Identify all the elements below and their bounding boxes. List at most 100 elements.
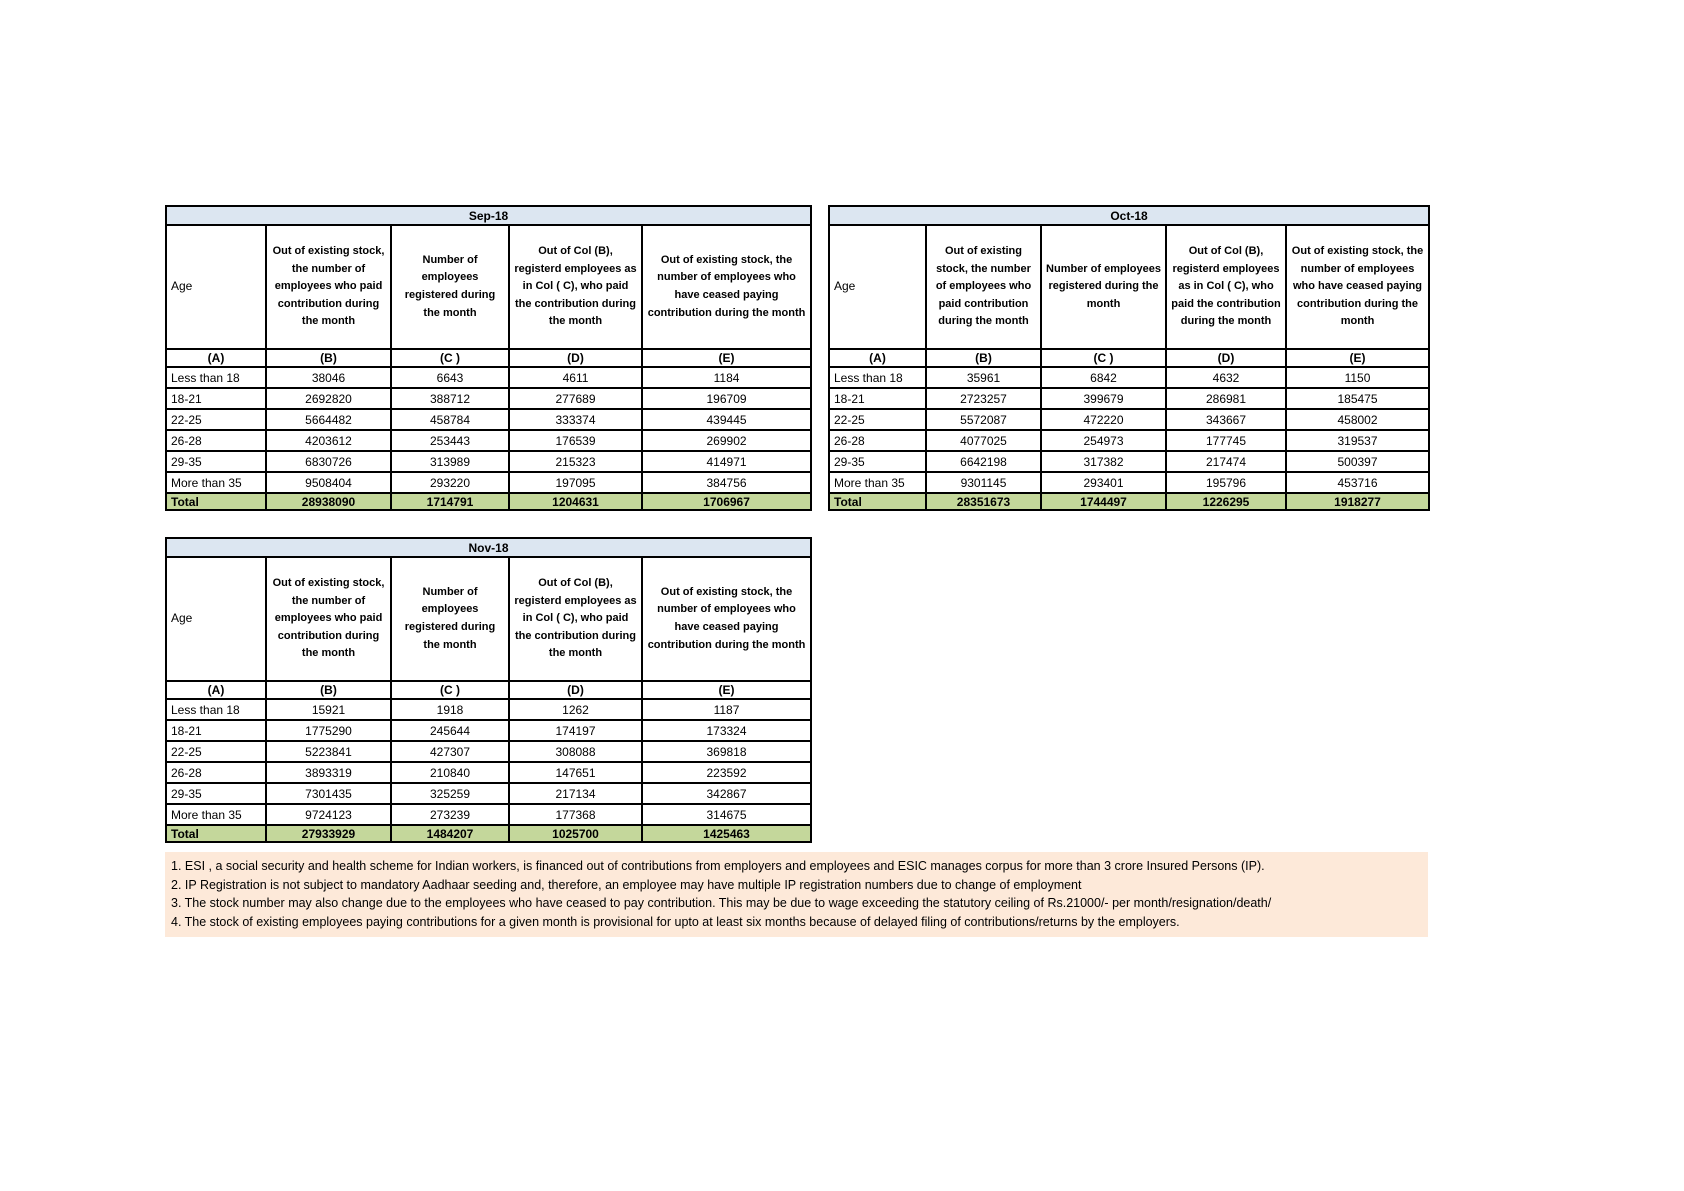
data-cell: 269902 xyxy=(640,429,813,452)
table-title: Oct-18 xyxy=(827,205,1431,226)
data-cell: 38046 xyxy=(265,366,392,389)
col-letter: (E) xyxy=(1284,348,1431,368)
data-cell: 453716 xyxy=(1284,471,1431,494)
data-cell: 196709 xyxy=(640,387,813,410)
table-row: More than 35 9724123 273239 177368 31467… xyxy=(165,803,813,826)
table-row: Age Out of existing stock, the number of… xyxy=(828,224,1431,350)
col-letter: (C ) xyxy=(1040,348,1167,368)
table-row: 22-25 5664482 458784 333374 439445 xyxy=(165,408,813,431)
footnote-line: 4. The stock of existing employees payin… xyxy=(171,914,1180,929)
row-label: 26-28 xyxy=(165,429,267,452)
col-letter: (A) xyxy=(828,348,927,368)
data-cell: 277689 xyxy=(508,387,643,410)
data-cell: 7301435 xyxy=(265,782,392,805)
data-cell: 173324 xyxy=(640,719,813,742)
col-letter: (A) xyxy=(165,680,267,700)
table-row: Less than 18 15921 1918 1262 1187 xyxy=(165,698,813,721)
column-header-age: Age xyxy=(828,224,927,350)
table-oct-18: Oct-18 Age Out of existing stock, the nu… xyxy=(827,205,1431,511)
data-cell: 195796 xyxy=(1165,471,1287,494)
table-row: Age Out of existing stock, the number of… xyxy=(165,556,813,682)
data-cell: 1184 xyxy=(640,366,813,389)
row-label: 29-35 xyxy=(165,782,267,805)
footnote-line: 1. ESI , a social security and health sc… xyxy=(171,859,1265,873)
data-cell: 6643 xyxy=(390,366,510,389)
data-cell: 9508404 xyxy=(265,471,392,494)
table-row: (A) (B) (C ) (D) (E) xyxy=(828,348,1431,368)
data-cell: 217474 xyxy=(1165,450,1287,473)
table-row: 29-35 7301435 325259 217134 342867 xyxy=(165,782,813,805)
data-cell: 9301145 xyxy=(925,471,1042,494)
data-cell: 343667 xyxy=(1165,408,1287,431)
total-cell: 1744497 xyxy=(1040,492,1167,511)
data-cell: 176539 xyxy=(508,429,643,452)
data-cell: 6842 xyxy=(1040,366,1167,389)
data-cell: 293401 xyxy=(1040,471,1167,494)
column-header-c: Number of employees registered during th… xyxy=(390,556,510,682)
data-cell: 185475 xyxy=(1284,387,1431,410)
col-letter: (C ) xyxy=(390,680,510,700)
column-header-d: Out of Col (B), registerd employees as i… xyxy=(508,556,643,682)
data-cell: 427307 xyxy=(390,740,510,763)
row-label: 18-21 xyxy=(165,719,267,742)
total-cell: 1714791 xyxy=(390,492,510,511)
data-cell: 317382 xyxy=(1040,450,1167,473)
table-nov-18: Nov-18 Age Out of existing stock, the nu… xyxy=(164,537,813,843)
row-label: Less than 18 xyxy=(165,366,267,389)
total-cell: 28351673 xyxy=(925,492,1042,511)
table-title: Sep-18 xyxy=(164,205,813,226)
total-cell: 27933929 xyxy=(265,824,392,843)
row-label: 22-25 xyxy=(165,740,267,763)
data-cell: 439445 xyxy=(640,408,813,431)
table-row: Sep-18 xyxy=(164,205,813,226)
total-cell: 1025700 xyxy=(508,824,643,843)
data-cell: 35961 xyxy=(925,366,1042,389)
row-label: 18-21 xyxy=(165,387,267,410)
data-cell: 414971 xyxy=(640,450,813,473)
table-row: Nov-18 xyxy=(164,537,813,558)
row-label: 18-21 xyxy=(828,387,927,410)
data-cell: 388712 xyxy=(390,387,510,410)
data-cell: 458002 xyxy=(1284,408,1431,431)
data-cell: 369818 xyxy=(640,740,813,763)
table-row: 29-35 6642198 317382 217474 500397 xyxy=(828,450,1431,473)
row-label: More than 35 xyxy=(165,803,267,826)
row-label: 29-35 xyxy=(828,450,927,473)
data-cell: 147651 xyxy=(508,761,643,784)
data-cell: 15921 xyxy=(265,698,392,721)
data-cell: 325259 xyxy=(390,782,510,805)
col-letter: (B) xyxy=(265,680,392,700)
data-cell: 333374 xyxy=(508,408,643,431)
table-row: More than 35 9508404 293220 197095 38475… xyxy=(165,471,813,494)
row-label: More than 35 xyxy=(165,471,267,494)
row-label: More than 35 xyxy=(828,471,927,494)
table-row: 26-28 3893319 210840 147651 223592 xyxy=(165,761,813,784)
column-header-c: Number of employees registered during th… xyxy=(390,224,510,350)
data-cell: 1775290 xyxy=(265,719,392,742)
data-cell: 500397 xyxy=(1284,450,1431,473)
col-letter: (D) xyxy=(508,680,643,700)
data-cell: 254973 xyxy=(1040,429,1167,452)
data-cell: 286981 xyxy=(1165,387,1287,410)
data-cell: 6642198 xyxy=(925,450,1042,473)
table-row: Age Out of existing stock, the number of… xyxy=(165,224,813,350)
data-cell: 314675 xyxy=(640,803,813,826)
col-letter: (B) xyxy=(265,348,392,368)
column-header-b: Out of existing stock, the number of emp… xyxy=(925,224,1042,350)
table-row: 18-21 2723257 399679 286981 185475 xyxy=(828,387,1431,410)
col-letter: (C ) xyxy=(390,348,510,368)
table-row: 26-28 4077025 254973 177745 319537 xyxy=(828,429,1431,452)
data-cell: 4632 xyxy=(1165,366,1287,389)
table-row: (A) (B) (C ) (D) (E) xyxy=(165,680,813,700)
data-cell: 1262 xyxy=(508,698,643,721)
col-letter: (E) xyxy=(640,680,813,700)
col-letter: (B) xyxy=(925,348,1042,368)
table-row: More than 35 9301145 293401 195796 45371… xyxy=(828,471,1431,494)
footnotes-block: 1. ESI , a social security and health sc… xyxy=(165,852,1428,937)
data-cell: 319537 xyxy=(1284,429,1431,452)
data-cell: 177745 xyxy=(1165,429,1287,452)
table-row: 22-25 5223841 427307 308088 369818 xyxy=(165,740,813,763)
row-label: 29-35 xyxy=(165,450,267,473)
total-cell: 1484207 xyxy=(390,824,510,843)
data-cell: 1918 xyxy=(390,698,510,721)
